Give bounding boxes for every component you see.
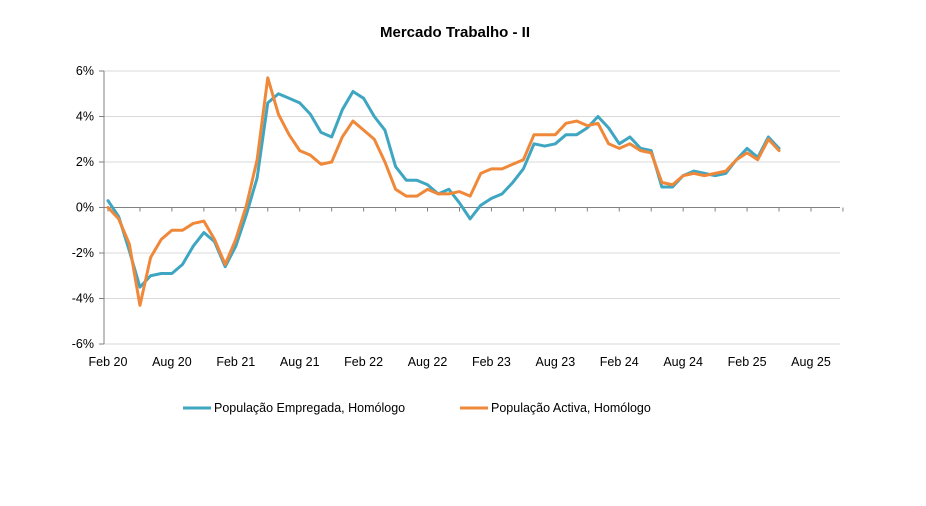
chart-title: Mercado Trabalho - II [380,24,530,41]
legend-label-2: População Activa, Homólogo [491,401,651,415]
series-line-1 [106,89,781,289]
y-tick-label: -4% [72,292,94,306]
x-tick-label: Aug 20 [152,355,192,369]
x-tick-label: Aug 23 [536,355,576,369]
y-tick-label: 2% [76,155,94,169]
x-tick-label: Feb 21 [216,355,255,369]
series-line-2 [106,76,781,307]
x-axis: Feb 20 Aug 20 Feb 21 Aug 21 Feb 22 Aug 22 Feb … [89,207,844,369]
y-tick-label: 0% [76,201,94,215]
x-tick-label: Feb 22 [344,355,383,369]
x-tick-label: Aug 22 [408,355,448,369]
legend-label-1: População Empregada, Homólogo [214,401,405,415]
y-tick-label: -2% [72,246,94,260]
x-tick-label: Feb 24 [600,355,639,369]
y-tick-label: 6% [76,64,94,78]
x-tick-label: Aug 21 [280,355,320,369]
y-tick-label: 4% [76,110,94,124]
x-tick-label: Feb 23 [472,355,511,369]
x-tick-label: Feb 20 [89,355,128,369]
x-tick-label: Feb 25 [728,355,767,369]
legend: População Empregada, Homólogo População A… [183,401,651,415]
gridlines [104,70,840,345]
y-tick-label: -6% [72,337,94,351]
x-tick-label: Aug 24 [663,355,703,369]
x-tick-label: Aug 25 [791,355,831,369]
series-lines [106,76,781,307]
y-axis: 6% 4% 2% 0% -2% -4% -6% [72,64,105,351]
